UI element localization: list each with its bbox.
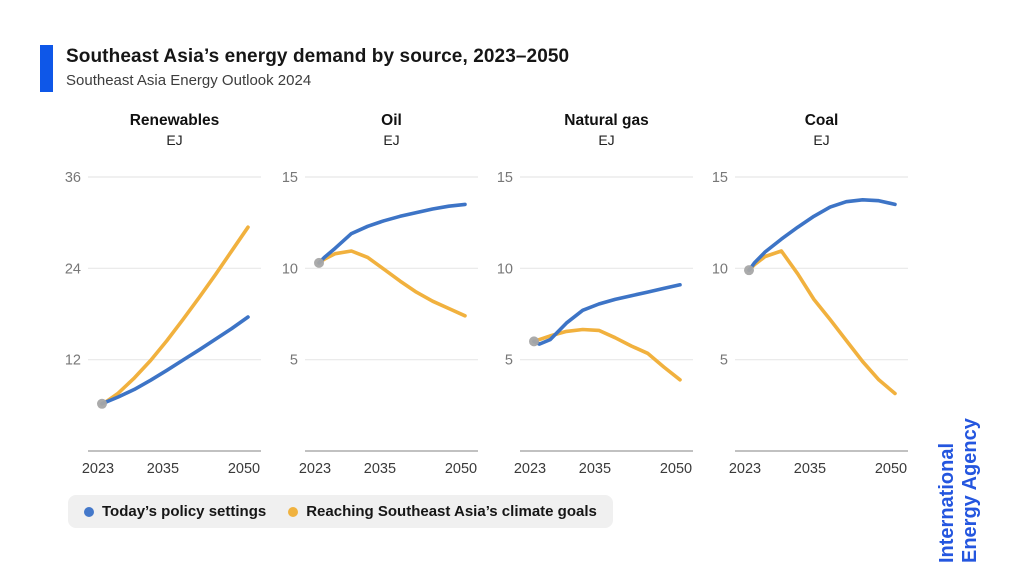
chart-title-natural-gas: Natural gas — [564, 112, 649, 129]
y-tick-label: 12 — [65, 353, 81, 369]
chart-legend: Today’s policy settings Reaching Southea… — [68, 495, 613, 528]
series-line-policy — [532, 283, 682, 346]
series-line-policy — [317, 202, 467, 265]
series-line-climate-goals — [100, 225, 250, 406]
legend-item-policy: Today’s policy settings — [84, 503, 266, 520]
yellow-dot-icon — [288, 506, 299, 517]
x-tick-label: 2023 — [299, 461, 331, 477]
series-line-climate-goals — [747, 249, 897, 396]
iea-logo-line1: International — [936, 442, 958, 563]
x-tick-label: 2035 — [364, 461, 396, 477]
y-tick-label: 36 — [65, 170, 81, 186]
series-start-dot — [314, 257, 324, 268]
chart-title-oil: Oil — [381, 112, 402, 129]
series-line-climate-goals — [317, 249, 467, 318]
chart-oil: Oil EJ 5 10 15 2023 2035 2050 — [267, 112, 497, 502]
x-tick-label: 2050 — [875, 461, 907, 477]
y-tick-label: 15 — [497, 170, 513, 186]
x-tick-label: 2023 — [82, 461, 114, 477]
series-line-policy — [747, 197, 897, 272]
chart-plot-coal: 5 10 15 2023 2035 2050 — [712, 170, 908, 477]
x-tick-label: 2050 — [228, 461, 260, 477]
blue-dot-icon — [84, 506, 94, 517]
y-tick-label: 5 — [505, 353, 513, 369]
chart-unit-renewables: EJ — [166, 132, 183, 148]
series-line-policy — [100, 315, 250, 406]
chart-title-renewables: Renewables — [129, 112, 220, 129]
y-tick-label: 24 — [65, 261, 81, 277]
x-tick-label: 2035 — [579, 461, 611, 477]
iea-logo: International Energy Agency — [936, 363, 986, 563]
series-start-dot — [529, 336, 539, 347]
y-tick-label: 5 — [720, 353, 728, 369]
chart-title-coal: Coal — [804, 112, 839, 129]
legend-label-climate-goals: Reaching Southeast Asia’s climate goals — [306, 503, 597, 520]
legend-label-policy: Today’s policy settings — [102, 503, 267, 520]
chart-natural-gas: Natural gas EJ 5 10 15 2023 2035 2050 — [482, 112, 712, 502]
title-accent-bar — [40, 45, 53, 92]
chart-renewables: Renewables EJ 12 24 36 2023 2035 2050 — [50, 112, 280, 502]
chart-plot-natural-gas: 5 10 15 2023 2035 2050 — [497, 170, 693, 477]
page-subtitle: Southeast Asia Energy Outlook 2024 — [66, 72, 312, 89]
y-tick-label: 10 — [712, 261, 728, 277]
x-tick-label: 2050 — [445, 461, 477, 477]
x-tick-label: 2023 — [729, 461, 761, 477]
legend-item-climate-goals: Reaching Southeast Asia’s climate goals — [288, 503, 597, 520]
series-start-dot — [97, 398, 107, 409]
chart-unit-natural-gas: EJ — [598, 132, 615, 148]
x-tick-label: 2035 — [147, 461, 179, 477]
x-tick-label: 2035 — [794, 461, 826, 477]
y-tick-label: 5 — [290, 353, 298, 369]
chart-coal: Coal EJ 5 10 15 2023 2035 2050 — [697, 112, 927, 502]
y-tick-label: 15 — [282, 170, 298, 186]
y-tick-label: 15 — [712, 170, 728, 186]
series-line-climate-goals — [532, 327, 682, 382]
chart-unit-coal: EJ — [813, 132, 830, 148]
x-tick-label: 2050 — [660, 461, 692, 477]
y-tick-label: 10 — [497, 261, 513, 277]
chart-plot-oil: 5 10 15 2023 2035 2050 — [282, 170, 478, 477]
page-title: Southeast Asia’s energy demand by source… — [66, 46, 570, 67]
y-tick-label: 10 — [282, 261, 298, 277]
iea-logo-line2: Energy Agency — [959, 418, 981, 563]
series-start-dot — [744, 265, 754, 276]
chart-plot-renewables: 12 24 36 2023 2035 2050 — [65, 170, 261, 477]
chart-unit-oil: EJ — [383, 132, 400, 148]
x-tick-label: 2023 — [514, 461, 546, 477]
